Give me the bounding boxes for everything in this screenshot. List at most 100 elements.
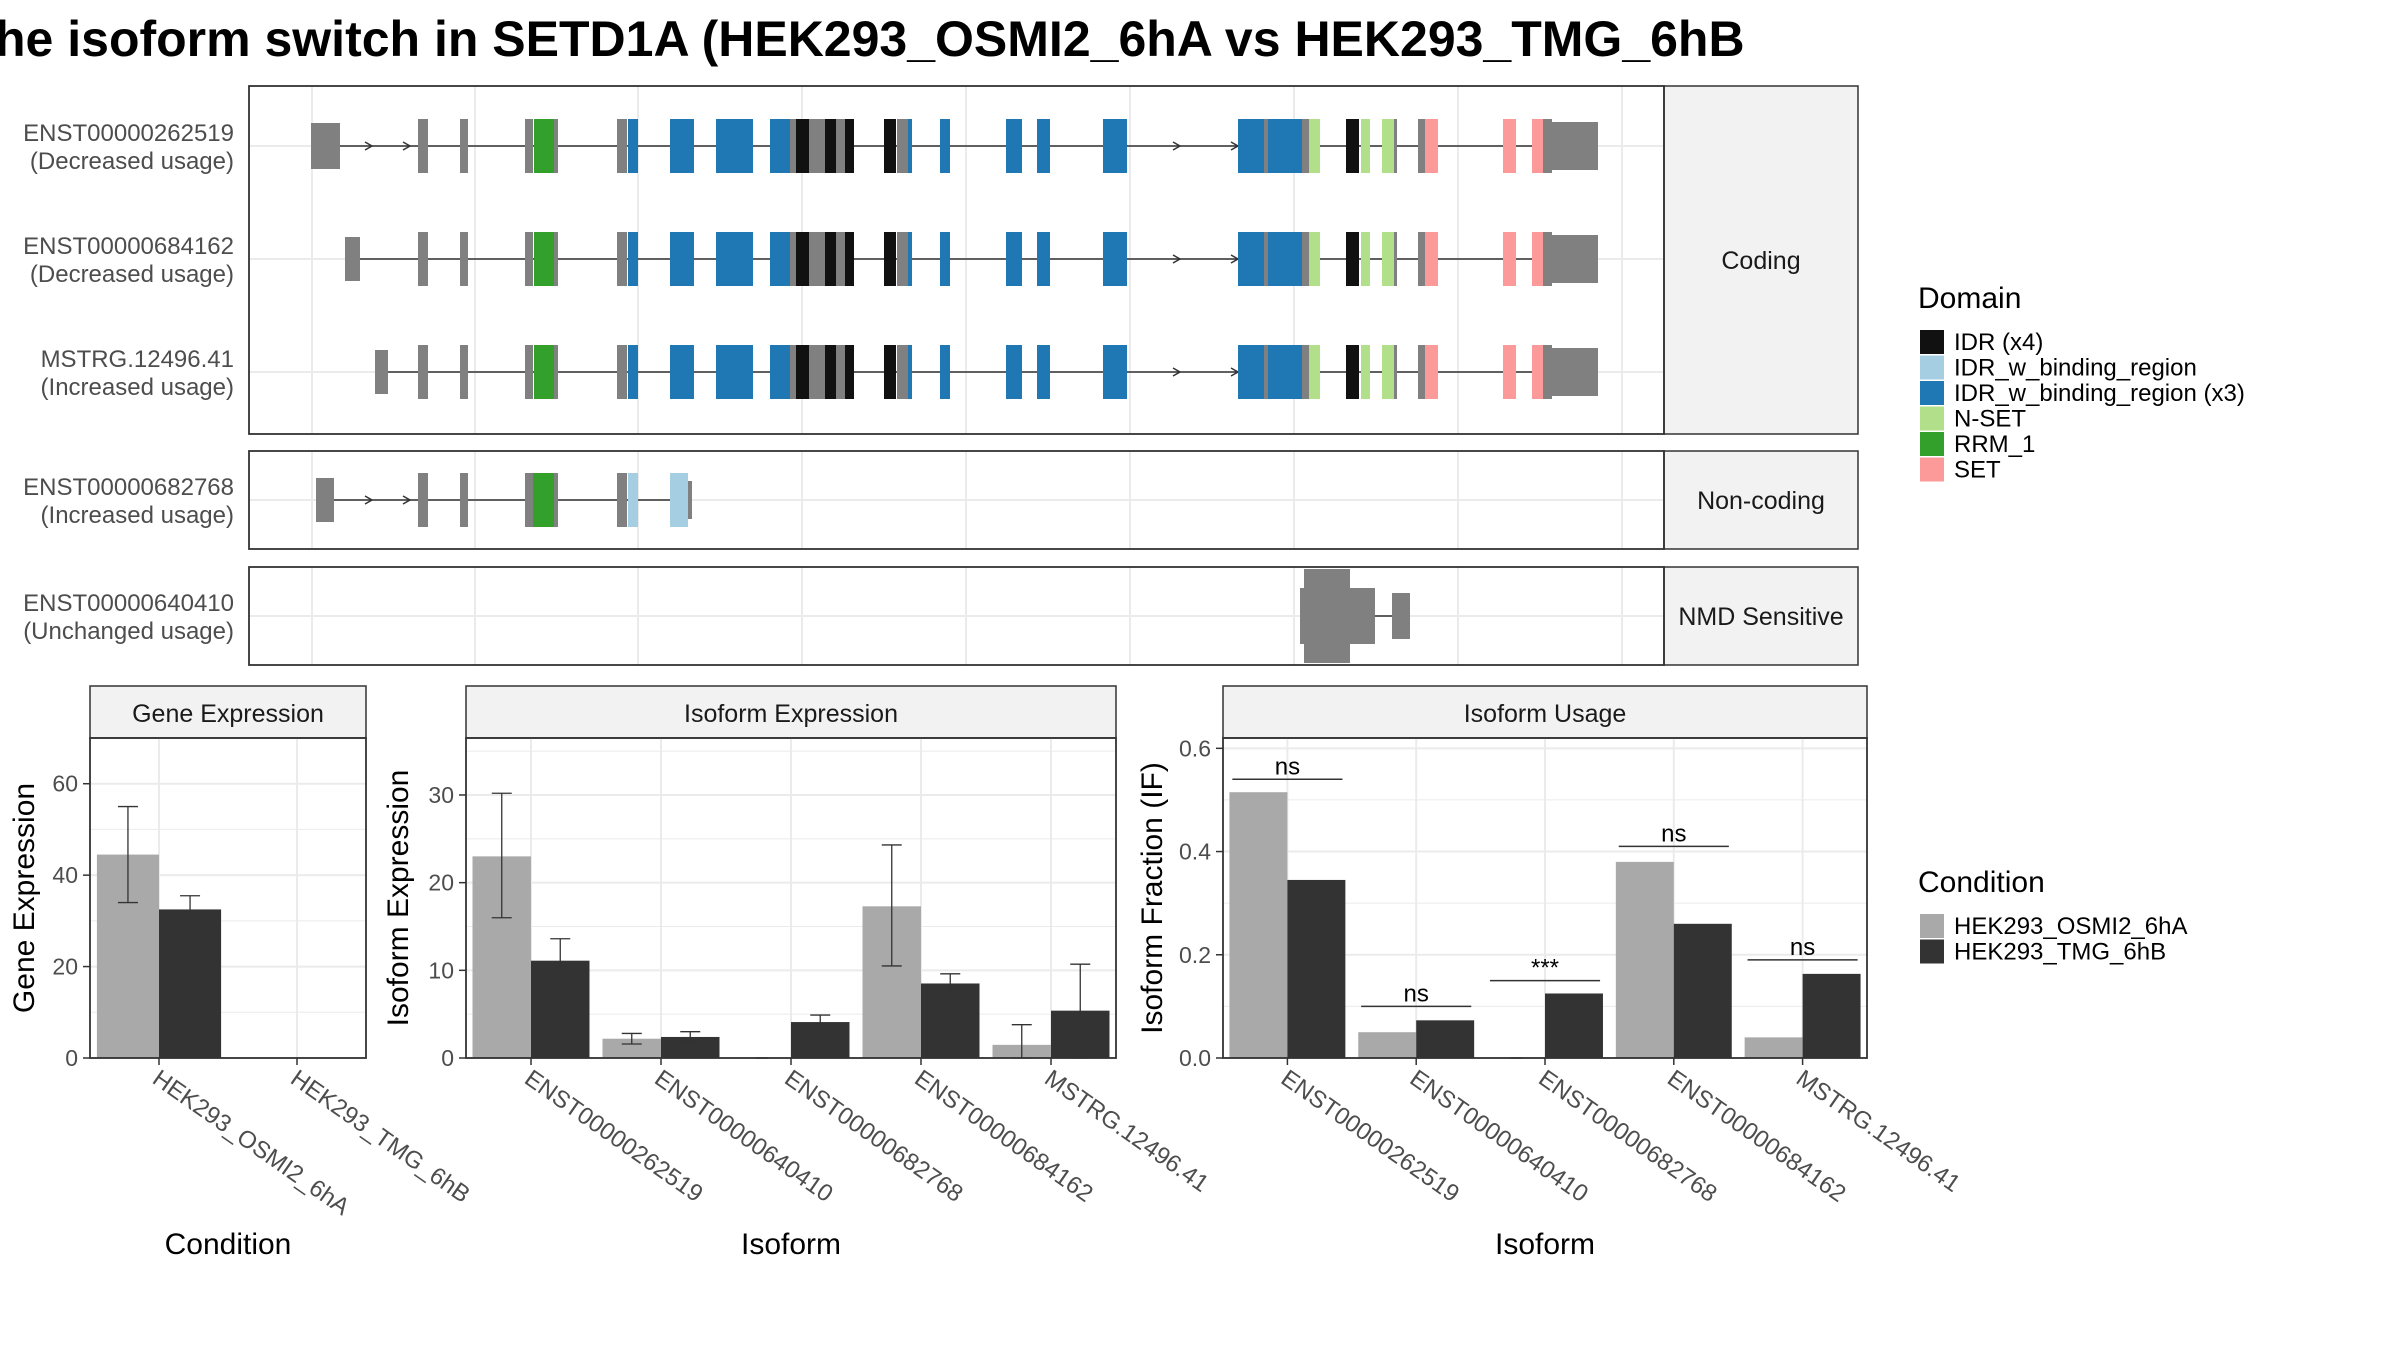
y-axis-label: Gene Expression — [8, 783, 41, 1013]
bar — [1545, 993, 1603, 1058]
exon — [1382, 345, 1394, 399]
y-tick-label: 20 — [52, 954, 78, 980]
exon — [1238, 232, 1264, 286]
exon — [1394, 232, 1397, 286]
bar-charts: Gene Expression0204060HEK293_OSMI2_6hAHE… — [8, 685, 1965, 1261]
exon — [790, 345, 796, 399]
exon — [628, 473, 638, 527]
exon — [825, 119, 836, 173]
exon — [716, 232, 753, 286]
exon — [1418, 345, 1425, 399]
significance-label: ns — [1275, 753, 1300, 780]
y-tick-label: 10 — [428, 957, 454, 983]
exon — [897, 345, 908, 399]
domain-legend-key — [1920, 457, 1944, 482]
domain-legend-key — [1920, 355, 1944, 380]
bar — [661, 1036, 720, 1058]
exon — [716, 119, 753, 173]
exon — [1309, 232, 1320, 286]
x-axis-label: Condition — [165, 1228, 292, 1261]
transcript-id: ENST00000682768 — [23, 474, 234, 501]
domain-legend-key — [1920, 406, 1944, 431]
exon — [796, 345, 809, 399]
exon — [1346, 345, 1359, 399]
exon — [617, 473, 627, 527]
significance-label: ns — [1661, 820, 1686, 847]
exon — [1302, 232, 1309, 286]
transcript-usage: (Unchanged usage) — [23, 618, 234, 645]
exon — [1037, 232, 1050, 286]
exon — [534, 232, 554, 286]
exon — [1302, 345, 1309, 399]
domain-legend: Domain IDR (x4)IDR_w_binding_regionIDR_w… — [1918, 282, 2245, 484]
exon — [1346, 232, 1359, 286]
direction-arrow — [1172, 367, 1182, 377]
utr-exon — [1552, 348, 1598, 396]
exon — [796, 119, 809, 173]
exon — [534, 119, 554, 173]
exon — [884, 232, 896, 286]
exon — [1394, 119, 1397, 173]
exon — [628, 232, 638, 286]
exon — [770, 119, 790, 173]
exon — [617, 232, 627, 286]
exon — [1264, 232, 1268, 286]
panel-border — [248, 450, 1665, 550]
exon — [836, 232, 845, 286]
exon — [1264, 119, 1268, 173]
exon — [790, 119, 796, 173]
y-tick-label: 0.0 — [1179, 1045, 1211, 1071]
exon — [809, 232, 825, 286]
bar — [1287, 879, 1346, 1058]
domain-legend-key — [1920, 330, 1944, 354]
exon — [1503, 345, 1516, 399]
exon — [460, 345, 468, 399]
exon — [1532, 345, 1543, 399]
y-tick-label: 40 — [52, 862, 78, 888]
exon — [460, 473, 468, 527]
exon — [1394, 345, 1397, 399]
bar — [1358, 1032, 1417, 1058]
group-label: NMD Sensitive — [1678, 603, 1843, 631]
transcript-usage: (Decreased usage) — [30, 148, 234, 175]
exon — [770, 345, 790, 399]
chart-title: Isoform Usage — [1464, 700, 1627, 728]
utr-exon — [1300, 569, 1375, 663]
exon — [1309, 345, 1320, 399]
exon — [1361, 119, 1370, 173]
y-tick-label: 0 — [65, 1045, 78, 1071]
exon — [940, 119, 950, 173]
y-tick-label: 0.2 — [1179, 942, 1211, 968]
exon — [1382, 232, 1394, 286]
exon — [908, 119, 912, 173]
exon — [825, 232, 836, 286]
y-axis-label: Isoform Expression — [382, 770, 415, 1027]
exon — [554, 232, 558, 286]
exon — [825, 345, 836, 399]
transcript-id: ENST00000684162 — [23, 233, 234, 260]
exon — [1425, 232, 1438, 286]
exon — [628, 119, 638, 173]
chart-strip — [465, 685, 1117, 739]
exon — [418, 473, 428, 527]
bar — [602, 1038, 661, 1058]
transcript-usage: (Decreased usage) — [30, 261, 234, 288]
exon — [1543, 119, 1552, 173]
chart-strip — [1222, 685, 1868, 739]
exon — [809, 119, 825, 173]
exon — [670, 119, 694, 173]
exon — [845, 345, 854, 399]
exon — [418, 345, 428, 399]
exon — [897, 119, 908, 173]
exon — [1268, 345, 1302, 399]
exon — [796, 232, 809, 286]
bar — [159, 909, 222, 1058]
exon — [1425, 119, 1438, 173]
exon — [534, 345, 554, 399]
condition-legend-key — [1920, 914, 1944, 938]
exon — [1238, 345, 1264, 399]
exon — [1382, 119, 1394, 173]
exon — [311, 123, 340, 169]
domain-legend-title: Domain — [1918, 282, 2021, 315]
